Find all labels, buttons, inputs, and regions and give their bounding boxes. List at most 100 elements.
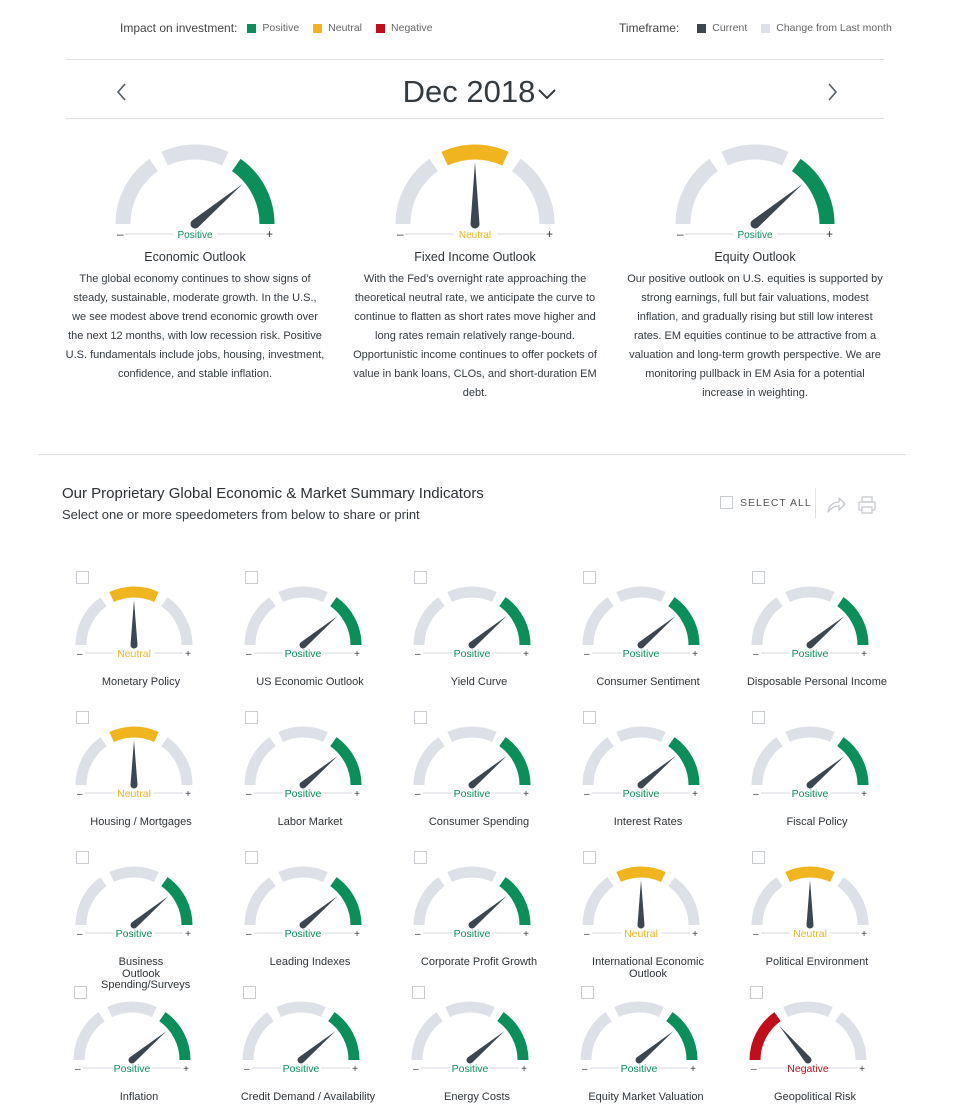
indicator-checkbox[interactable] bbox=[414, 851, 427, 864]
gauge-segment bbox=[445, 1001, 495, 1018]
gauge-segment bbox=[675, 158, 719, 225]
gauge-plus-label: + bbox=[523, 929, 529, 939]
indicator-checkbox[interactable] bbox=[750, 986, 763, 999]
gauge-plus-label: + bbox=[266, 227, 273, 241]
gauge-minus-label: – bbox=[246, 929, 252, 939]
gauge-minus-label: – bbox=[753, 929, 759, 939]
gauge-plus-label: + bbox=[861, 929, 867, 939]
outlook-equity: – + Positive Equity Outlook Our positive o… bbox=[625, 140, 885, 430]
outlook-text-container: With the Fed’s overnight rate approachin… bbox=[345, 270, 605, 430]
gauge-active-segment bbox=[231, 158, 275, 225]
gauge-segment bbox=[614, 1001, 664, 1018]
indicator-checkbox[interactable] bbox=[74, 986, 87, 999]
indicator-label: Corporate Profit Growth bbox=[420, 956, 538, 968]
divider bbox=[66, 118, 884, 119]
indicator-label: Equity Market Valuation bbox=[588, 1091, 704, 1103]
indicator-checkbox[interactable] bbox=[414, 571, 427, 584]
gauge-segment bbox=[278, 726, 328, 743]
indicator-checkbox[interactable] bbox=[412, 986, 425, 999]
gauge-active-segment bbox=[497, 1012, 529, 1061]
indicator-checkbox[interactable] bbox=[245, 851, 258, 864]
gauge-segment bbox=[751, 737, 783, 786]
gauge-segment bbox=[721, 144, 789, 166]
indicator-checkbox[interactable] bbox=[583, 711, 596, 724]
summary-subtitle: Select one or more speedometers from bel… bbox=[62, 507, 420, 522]
gauge-segment bbox=[161, 144, 229, 166]
chevron-left-icon bbox=[116, 83, 126, 101]
outlook-title: Economic Outlook bbox=[144, 250, 246, 264]
speedometer-gauge: – + Positive bbox=[244, 726, 362, 799]
speedometer-gauge: – + Positive bbox=[244, 866, 362, 939]
indicator-checkbox[interactable] bbox=[76, 571, 89, 584]
gauge-needle bbox=[299, 896, 338, 929]
gauge-minus-label: – bbox=[117, 227, 124, 241]
change-swatch bbox=[761, 23, 771, 33]
indicator-checkbox[interactable] bbox=[245, 711, 258, 724]
gauge-needle bbox=[130, 740, 138, 789]
gauge-minus-label: – bbox=[415, 929, 421, 939]
indicator-checkbox[interactable] bbox=[583, 851, 596, 864]
gauge-segment bbox=[75, 737, 107, 786]
indicator-checkbox[interactable] bbox=[583, 571, 596, 584]
indicator-label: International Economic Outlook bbox=[592, 956, 704, 980]
gauge-plus-label: + bbox=[354, 649, 360, 659]
indicator-label: Consumer Sentiment bbox=[596, 676, 700, 688]
indicator-label: Fiscal Policy bbox=[786, 816, 848, 828]
gauge-plus-label: + bbox=[861, 789, 867, 799]
gauge-segment bbox=[107, 1001, 157, 1018]
gauge-status-label: Neutral bbox=[793, 928, 827, 939]
indicator-checkbox[interactable] bbox=[414, 711, 427, 724]
indicator-checkbox[interactable] bbox=[243, 986, 256, 999]
indicator-label: Monetary Policy bbox=[101, 676, 181, 688]
gauge-status-label: Positive bbox=[116, 928, 153, 939]
gauge-plus-label: + bbox=[546, 227, 553, 241]
indicator-checkbox[interactable] bbox=[752, 851, 765, 864]
print-button[interactable] bbox=[856, 494, 878, 516]
indicator-label: Energy Costs bbox=[443, 1091, 511, 1103]
gauge-active-segment bbox=[499, 737, 531, 786]
gauge-needle bbox=[637, 756, 676, 789]
indicator-checkbox[interactable] bbox=[752, 711, 765, 724]
timeframe-legend: Timeframe: Current Change from Last mont… bbox=[619, 21, 906, 35]
gauge-segment bbox=[278, 586, 328, 603]
gauge-plus-label: + bbox=[690, 1064, 696, 1074]
gauge-status-label: Positive bbox=[792, 788, 829, 799]
speedometer-gauge: – + Positive bbox=[582, 586, 700, 659]
gauge-needle bbox=[128, 1031, 167, 1064]
month-selector[interactable]: Dec 2018 bbox=[380, 74, 580, 110]
indicator-label: Labor Market bbox=[277, 816, 343, 828]
share-button[interactable] bbox=[825, 494, 847, 516]
gauge-active-segment bbox=[330, 877, 362, 926]
indicator-checkbox[interactable] bbox=[76, 851, 89, 864]
gauge-segment bbox=[161, 737, 193, 786]
indicator-label: Geopolitical Risk bbox=[774, 1091, 856, 1103]
gauge-minus-label: – bbox=[77, 789, 83, 799]
checkbox[interactable] bbox=[720, 496, 733, 509]
gauge-segment bbox=[511, 158, 555, 225]
gauge-needle bbox=[468, 756, 507, 789]
indicator-checkbox[interactable] bbox=[245, 571, 258, 584]
gauge-plus-label: + bbox=[523, 649, 529, 659]
gauge-segment bbox=[242, 1012, 274, 1061]
gauge-status-label: Positive bbox=[452, 1063, 489, 1074]
impact-legend-label: Impact on investment: bbox=[120, 21, 238, 35]
gauge-needle bbox=[806, 756, 845, 789]
gauge-minus-label: – bbox=[244, 1064, 250, 1074]
indicator-checkbox[interactable] bbox=[752, 571, 765, 584]
speedometer-gauge: – + Positive bbox=[413, 726, 531, 799]
indicator-label: Interest Rates bbox=[613, 816, 683, 828]
prev-month-button[interactable] bbox=[110, 79, 134, 105]
gauge-active-segment bbox=[109, 726, 159, 743]
indicator-checkbox[interactable] bbox=[581, 986, 594, 999]
select-all-checkbox[interactable]: SELECT ALL bbox=[720, 496, 812, 509]
gauge-active-segment bbox=[330, 597, 362, 646]
indicator-checkbox[interactable] bbox=[76, 711, 89, 724]
gauge-segment bbox=[447, 866, 497, 883]
next-month-button[interactable] bbox=[820, 79, 844, 105]
gauge-active-segment bbox=[441, 144, 509, 166]
gauge-minus-label: – bbox=[75, 1064, 81, 1074]
gauge-status-label: Positive bbox=[623, 648, 660, 659]
gauge-active-segment bbox=[161, 877, 193, 926]
chevron-right-icon bbox=[828, 83, 838, 101]
speedometer-gauge: – + Positive bbox=[580, 1001, 698, 1074]
